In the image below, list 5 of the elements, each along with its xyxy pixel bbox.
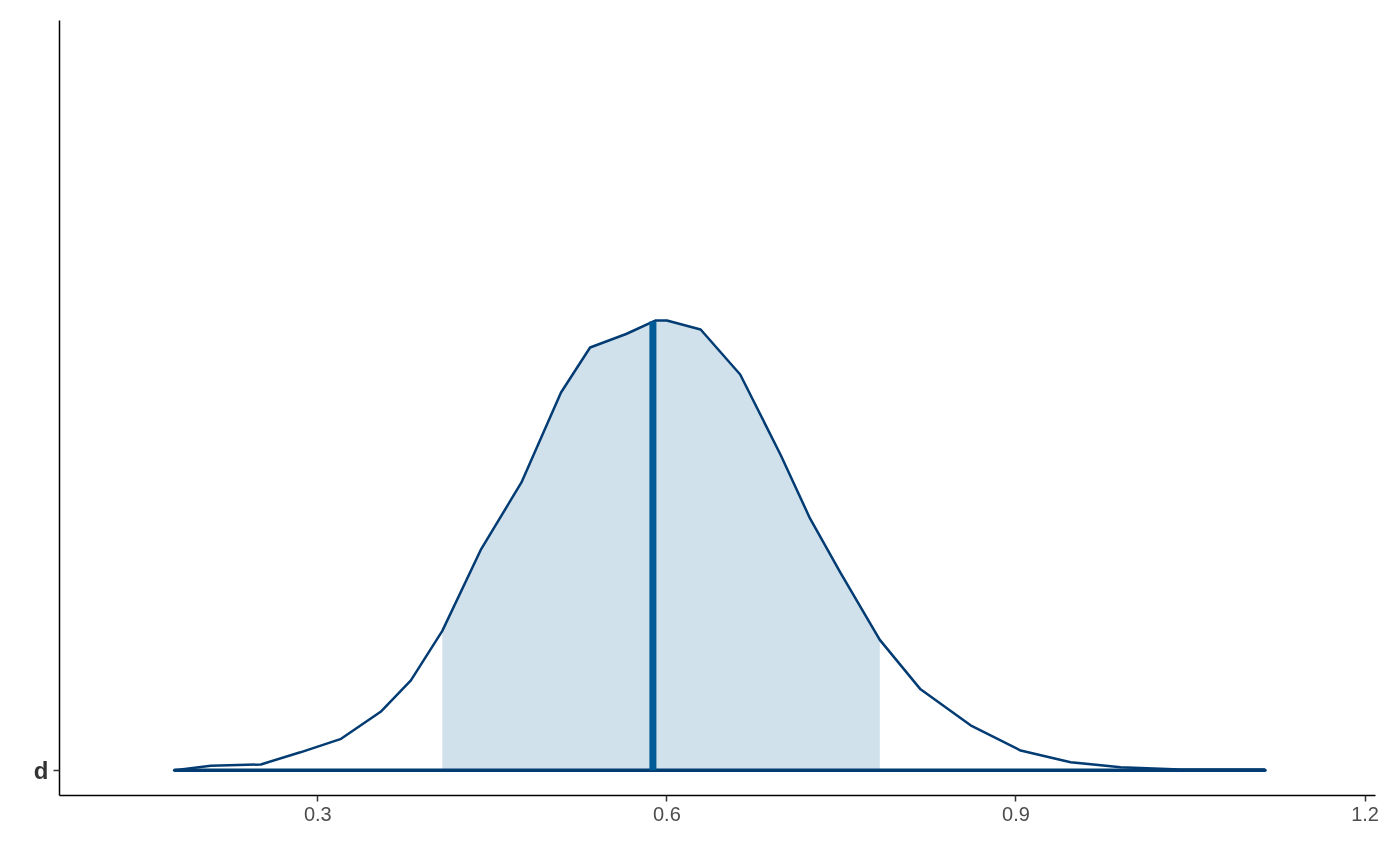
x-tick-label: 0.6 (652, 802, 681, 825)
x-tick-label: 1.2 (1351, 802, 1379, 825)
x-tick-label: 0.9 (1002, 802, 1030, 825)
text: d (33, 756, 49, 784)
x-tick-label: 0.3 (303, 802, 332, 825)
